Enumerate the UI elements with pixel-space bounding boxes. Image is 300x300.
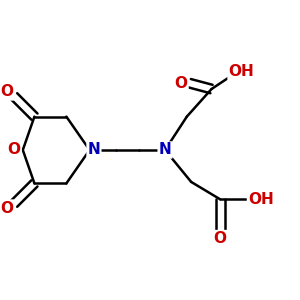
Text: O: O	[0, 201, 13, 216]
Text: OH: OH	[229, 64, 254, 79]
Text: O: O	[175, 76, 188, 91]
Text: OH: OH	[248, 192, 274, 207]
Text: N: N	[88, 142, 100, 158]
Text: O: O	[214, 231, 227, 246]
Text: N: N	[159, 142, 171, 158]
Text: O: O	[0, 84, 13, 99]
Text: O: O	[8, 142, 21, 158]
